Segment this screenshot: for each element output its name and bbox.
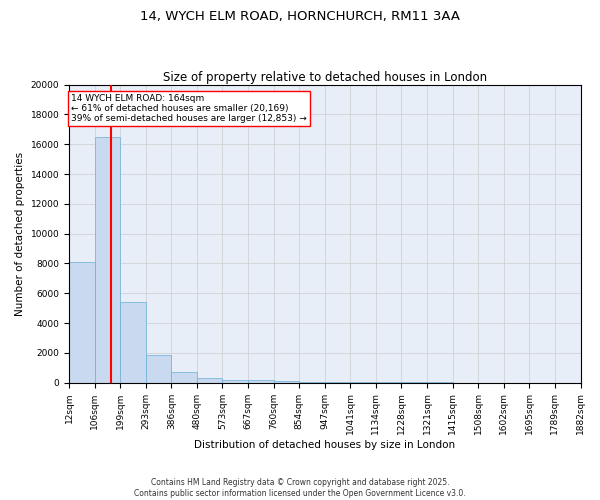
Bar <box>248 380 274 382</box>
Y-axis label: Number of detached properties: Number of detached properties <box>15 152 25 316</box>
Text: 14 WYCH ELM ROAD: 164sqm
← 61% of detached houses are smaller (20,169)
39% of se: 14 WYCH ELM ROAD: 164sqm ← 61% of detach… <box>71 94 307 124</box>
Bar <box>69 262 95 382</box>
Bar <box>197 378 223 382</box>
Text: 14, WYCH ELM ROAD, HORNCHURCH, RM11 3AA: 14, WYCH ELM ROAD, HORNCHURCH, RM11 3AA <box>140 10 460 23</box>
Text: Contains HM Land Registry data © Crown copyright and database right 2025.
Contai: Contains HM Land Registry data © Crown c… <box>134 478 466 498</box>
Bar <box>120 302 146 382</box>
Bar <box>274 381 299 382</box>
Title: Size of property relative to detached houses in London: Size of property relative to detached ho… <box>163 70 487 84</box>
Bar <box>146 355 172 382</box>
Bar <box>95 137 120 382</box>
X-axis label: Distribution of detached houses by size in London: Distribution of detached houses by size … <box>194 440 455 450</box>
Bar <box>172 372 197 382</box>
Bar <box>223 380 248 382</box>
